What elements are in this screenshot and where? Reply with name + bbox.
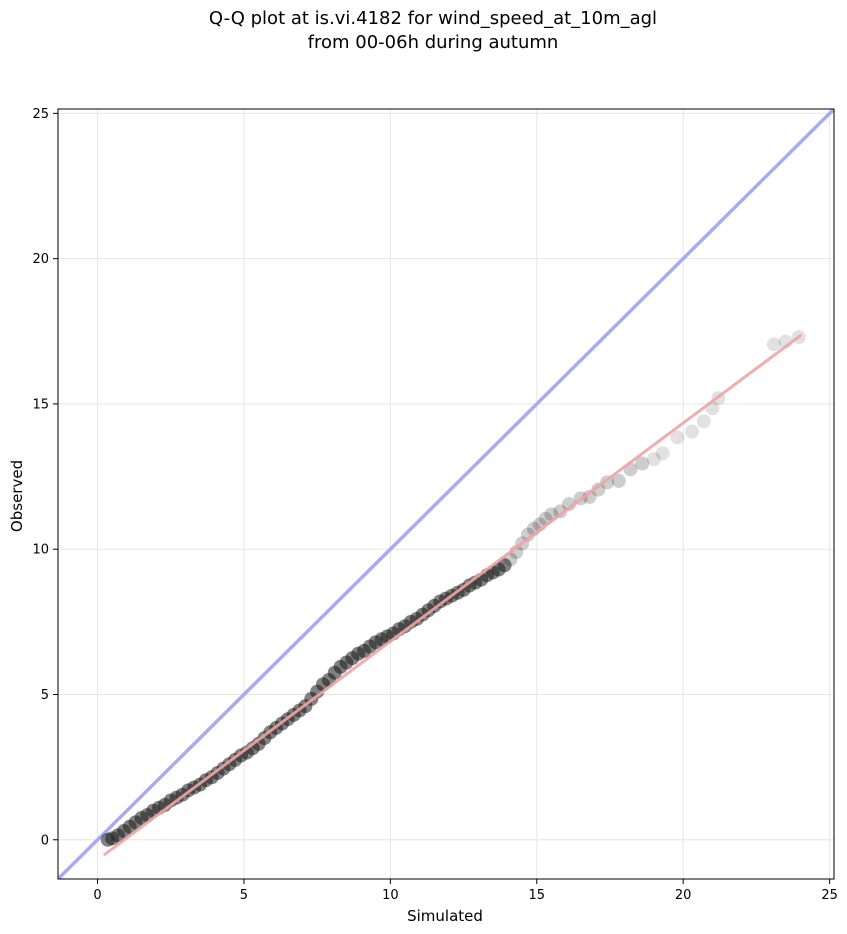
data-point (561, 497, 576, 512)
plot-area (57, 108, 835, 880)
data-point (696, 414, 711, 429)
y-tick-label: 10 (32, 543, 49, 558)
chart-title: Q-Q plot at is.vi.4182 for wind_speed_at… (209, 8, 657, 29)
identity-line (58, 109, 834, 879)
data-point (497, 558, 512, 573)
x-tick-label: 25 (821, 888, 838, 903)
data-point (684, 424, 699, 439)
x-axis-label: Simulated (407, 907, 483, 925)
x-tick-label: 20 (675, 888, 692, 903)
data-point (553, 504, 568, 519)
data-point (670, 430, 685, 445)
y-tick-label: 25 (32, 107, 49, 122)
x-tick-label: 0 (93, 888, 101, 903)
y-tick-label: 5 (41, 688, 49, 703)
plot-frame (57, 108, 835, 880)
x-tick-label: 15 (529, 888, 546, 903)
data-point (655, 446, 670, 461)
data-point (611, 473, 626, 488)
fit-line (103, 334, 802, 856)
data-points (100, 330, 806, 847)
x-axis-ticks: 0 5 10 15 20 25 (93, 879, 838, 903)
x-tick-label: 10 (382, 888, 399, 903)
y-tick-label: 15 (32, 397, 49, 412)
data-point (520, 527, 535, 542)
data-point (591, 482, 606, 497)
y-tick-label: 20 (32, 252, 49, 267)
data-point (766, 337, 781, 352)
y-axis-label: Observed (8, 460, 26, 532)
data-point (635, 456, 650, 471)
grid-lines (58, 109, 834, 879)
x-tick-label: 5 (240, 888, 248, 903)
data-point (646, 452, 661, 467)
data-point (582, 489, 597, 504)
chart-subtitle: from 00-06h during autumn (308, 32, 559, 53)
y-axis-ticks: 0 5 10 15 20 25 (32, 107, 58, 848)
y-tick-label: 0 (41, 833, 49, 848)
reference-lines (58, 109, 834, 879)
